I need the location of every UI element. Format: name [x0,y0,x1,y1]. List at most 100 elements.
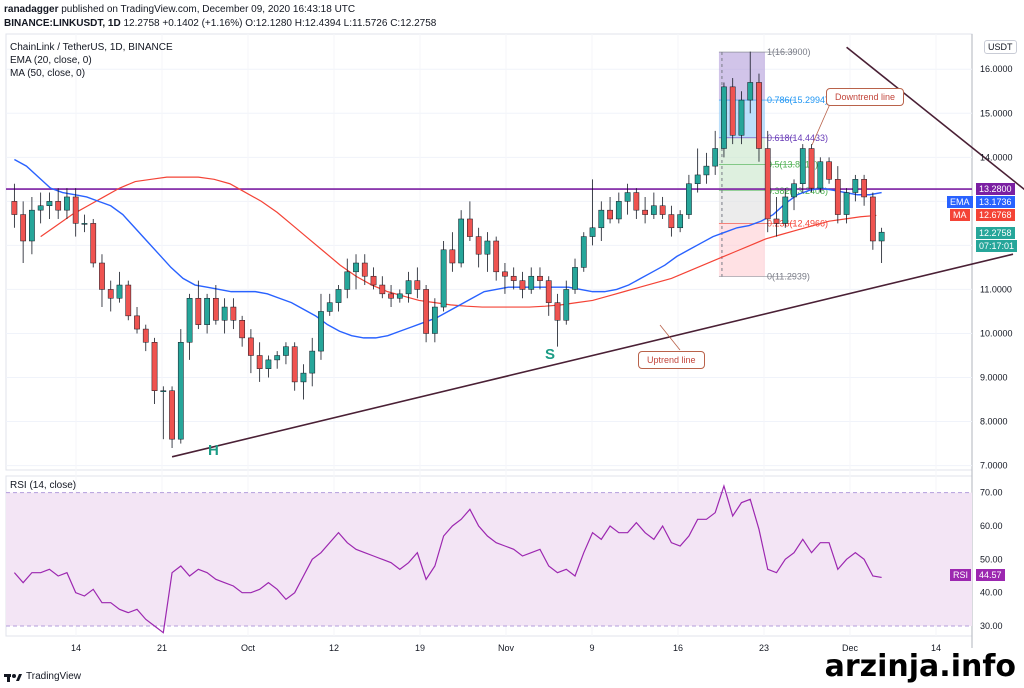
ema-price-tag: 13.1736 [976,196,1015,208]
candle [694,148,701,193]
candle [580,232,587,272]
candle-body [99,262,105,290]
candle [545,276,552,316]
rsi-line [13,483,882,634]
candle-body [747,82,754,101]
ma-tag: MA [950,209,970,221]
candle-body [791,183,797,198]
candle [721,82,727,158]
time-tick-label: 12 [329,643,339,653]
publish-info: ranadagger published on TradingView.com,… [4,4,355,15]
candle [283,342,289,365]
candle [326,293,333,316]
countdown-tag: 07:17:01 [976,240,1018,252]
candle-body [309,350,316,374]
candle [537,267,543,290]
candle-body [81,223,88,225]
candle-body [361,262,368,277]
candle-body [335,289,342,303]
candle [11,183,18,228]
uptrend-label: Uptrend line [638,351,705,369]
uptrend-connector [659,324,681,351]
candle-body [64,196,70,211]
tradingview-logo[interactable]: TradingView [4,671,81,682]
candle [388,285,394,308]
candle-body [265,359,272,369]
candle [265,355,272,378]
candle [449,232,456,272]
downtrend-connector [811,103,831,146]
low-value: 11.5726 [352,18,388,29]
candle-body [502,271,508,277]
rsi-tick-label: 40.00 [980,588,1003,598]
candle-body [668,214,675,229]
candle [318,293,324,360]
candle-body [177,342,184,440]
currency-badge[interactable]: USDT [984,40,1017,54]
candle-body [598,209,605,229]
ema-tag: EMA [947,196,973,208]
candle-body [221,306,228,321]
rsi-tick-label: 60.00 [980,521,1003,531]
fib-label: 0.5(13.8417) [767,159,818,169]
candle-body [545,280,552,303]
shoulder-marker: S [545,346,556,363]
candle [90,218,97,268]
ma-price-tag: 12.6768 [976,209,1015,221]
candle-body [659,205,666,215]
candle [528,267,535,294]
watermark: arzinja.info [824,649,1016,684]
candle-body [484,240,491,255]
candle-body [318,311,324,352]
candle [791,179,797,211]
candle [773,196,780,237]
candle [72,188,79,237]
candle-body [160,390,167,392]
candle-body [729,86,736,136]
candle [607,196,613,224]
candle [81,214,88,233]
candle-body [712,148,719,167]
candle [510,267,517,290]
candle [615,192,622,224]
last-price: 12.2758 [123,18,160,29]
candle [20,201,27,264]
candle [396,289,403,303]
candle-body [107,289,114,299]
low-label: L: [343,18,353,29]
rsi-tick-label: 50.00 [980,554,1003,564]
candle [239,315,246,347]
candle [712,130,719,175]
candle [151,337,158,404]
candle-body [125,284,132,317]
symbol: BINANCE:LINKUSDT, 1D [4,18,121,29]
downtrend-line [846,46,1024,191]
candle-body [615,201,622,220]
candle [309,337,316,387]
candle [29,196,35,255]
candle-body [624,192,631,202]
legend-rsi: RSI (14, close) [10,480,77,491]
open-label: O: [245,18,256,29]
candle-body [607,209,613,220]
candle [195,280,202,330]
candle [142,324,149,352]
candle-body [528,275,535,290]
time-tick-label: 23 [759,643,769,653]
time-tick-label: 19 [415,643,425,653]
candle [134,307,140,334]
candle [642,196,648,224]
candle-body [589,227,596,237]
candle [826,157,832,184]
candle [493,236,500,281]
fib-label: 0.236(12.4966) [767,219,828,229]
resistance-price-tag: 13.2800 [976,183,1015,195]
candle-body [186,297,193,343]
candle [204,293,210,334]
candle-body [283,346,289,356]
legend-ema: EMA (20, close, 0) [10,55,92,66]
candle [633,188,640,219]
candle [370,267,377,290]
candle [878,227,885,264]
